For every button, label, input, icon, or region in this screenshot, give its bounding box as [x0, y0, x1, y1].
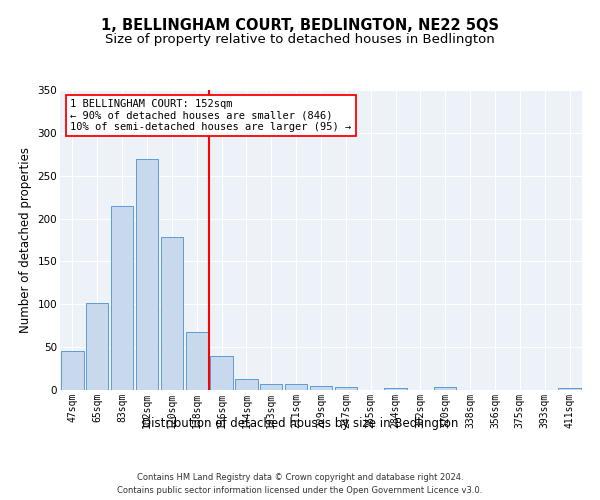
- Bar: [235, 379, 257, 390]
- Bar: [434, 388, 457, 390]
- Bar: [61, 350, 83, 390]
- Bar: [260, 384, 283, 390]
- Bar: [185, 332, 208, 390]
- Bar: [385, 388, 407, 390]
- Bar: [111, 206, 133, 390]
- Text: Size of property relative to detached houses in Bedlington: Size of property relative to detached ho…: [105, 32, 495, 46]
- Bar: [161, 238, 183, 390]
- Bar: [136, 158, 158, 390]
- Bar: [86, 302, 109, 390]
- Bar: [559, 388, 581, 390]
- Text: 1 BELLINGHAM COURT: 152sqm
← 90% of detached houses are smaller (846)
10% of sem: 1 BELLINGHAM COURT: 152sqm ← 90% of deta…: [70, 99, 352, 132]
- Bar: [285, 384, 307, 390]
- Text: Contains public sector information licensed under the Open Government Licence v3: Contains public sector information licen…: [118, 486, 482, 495]
- Bar: [310, 386, 332, 390]
- Text: 1, BELLINGHAM COURT, BEDLINGTON, NE22 5QS: 1, BELLINGHAM COURT, BEDLINGTON, NE22 5Q…: [101, 18, 499, 32]
- Text: Contains HM Land Registry data © Crown copyright and database right 2024.: Contains HM Land Registry data © Crown c…: [137, 472, 463, 482]
- Text: Distribution of detached houses by size in Bedlington: Distribution of detached houses by size …: [142, 418, 458, 430]
- Bar: [211, 356, 233, 390]
- Y-axis label: Number of detached properties: Number of detached properties: [19, 147, 32, 333]
- Bar: [335, 386, 357, 390]
